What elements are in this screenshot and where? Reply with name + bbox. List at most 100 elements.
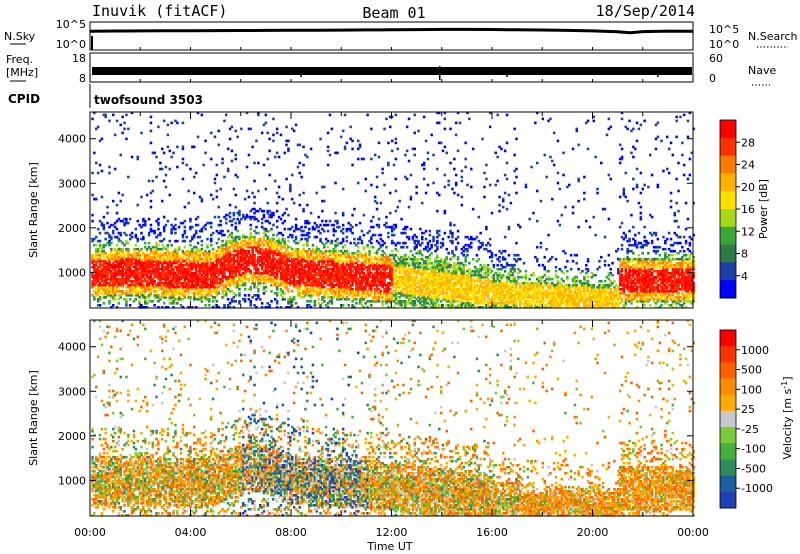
heatmap-cell (181, 290, 185, 293)
heatmap-cell (268, 251, 271, 255)
heatmap-cell (136, 281, 139, 285)
heatmap-cell (404, 225, 407, 229)
heatmap-cell (417, 300, 420, 303)
heatmap-cell (104, 231, 107, 235)
heatmap-cell (266, 253, 269, 257)
heatmap-cell (247, 257, 251, 261)
heatmap-cell (147, 245, 151, 249)
heatmap-cell (232, 292, 236, 295)
heatmap-cell (323, 281, 326, 285)
heatmap-cell (398, 285, 401, 289)
heatmap-cell (454, 281, 458, 285)
heatmap-cell (211, 290, 215, 293)
heatmap-cell (266, 157, 269, 161)
heatmap-cell (257, 269, 260, 273)
heatmap-cell (439, 281, 443, 285)
heatmap-cell (326, 263, 330, 267)
heatmap-cell (451, 298, 454, 301)
heatmap-cell (268, 137, 271, 141)
heatmap-cell (253, 253, 256, 257)
heatmap-cell (317, 261, 320, 265)
heatmap-cell (415, 185, 418, 189)
heatmap-cell (121, 115, 124, 119)
heatmap-cell (149, 115, 153, 119)
heatmap-cell (162, 281, 166, 285)
heatmap-cell (323, 300, 326, 303)
heatmap-cell (405, 285, 409, 289)
heatmap-cell (330, 300, 334, 303)
heatmap-cell (196, 249, 200, 253)
heatmap-cell (430, 279, 433, 283)
heatmap-cell (157, 269, 160, 273)
heatmap-cell (232, 279, 236, 283)
heatmap-cell (353, 251, 356, 255)
heatmap-cell (407, 277, 411, 281)
heatmap-cell (264, 281, 268, 285)
heatmap-cell (360, 269, 364, 273)
heatmap-cell (119, 233, 122, 237)
heatmap-cell (151, 251, 155, 255)
heatmap-cell (115, 306, 119, 309)
heatmap-cell (298, 277, 301, 281)
heatmap-cell (300, 271, 303, 275)
heatmap-cell (193, 275, 196, 279)
heatmap-cell (191, 225, 194, 229)
heatmap-cell (300, 257, 303, 261)
heatmap-cell (240, 257, 243, 261)
heatmap-cell (421, 235, 424, 239)
heatmap-cell (366, 271, 369, 275)
heatmap-cell (436, 294, 439, 297)
heatmap-cell (132, 271, 136, 275)
heatmap-cell (438, 141, 441, 145)
heatmap-cell (98, 275, 102, 279)
heatmap-cell (177, 253, 181, 257)
heatmap-cell (168, 257, 171, 261)
heatmap-cell (217, 143, 220, 147)
heatmap-cell (149, 265, 153, 269)
heatmap-cell (223, 275, 226, 279)
heatmap-cell (172, 294, 175, 297)
heatmap-cell (202, 263, 205, 267)
heatmap-cell (279, 241, 283, 245)
heatmap-cell (108, 261, 111, 265)
heatmap-cell (232, 306, 236, 309)
heatmap-cell (147, 217, 151, 221)
heatmap-cell (172, 257, 175, 261)
heatmap-cell (379, 290, 383, 293)
heatmap-cell (330, 298, 334, 301)
heatmap-cell (151, 300, 155, 303)
heatmap-cell (198, 283, 202, 287)
heatmap-cell (313, 300, 317, 303)
heatmap-cell (155, 241, 158, 245)
heatmap-cell (326, 257, 330, 261)
heatmap-cell (144, 296, 147, 299)
heatmap-cell (407, 263, 411, 267)
heatmap-cell (315, 294, 318, 297)
heatmap-cell (351, 292, 354, 295)
heatmap-cell (102, 273, 106, 277)
heatmap-cell (226, 255, 230, 259)
heatmap-cell (193, 175, 196, 179)
heatmap-cell (157, 271, 160, 275)
heatmap-cell (98, 163, 102, 167)
heatmap-cell (138, 292, 141, 295)
heatmap-cell (405, 279, 409, 283)
heatmap-cell (144, 298, 147, 301)
heatmap-cell (411, 288, 415, 291)
heatmap-cell (438, 271, 441, 275)
heatmap-cell (238, 271, 241, 275)
heatmap-cell (291, 279, 294, 283)
heatmap-cell (268, 269, 271, 273)
heatmap-cell (232, 257, 236, 261)
heatmap-cell (300, 255, 303, 259)
heatmap-cell (373, 273, 377, 277)
heatmap-cell (204, 281, 207, 285)
heatmap-cell (112, 257, 115, 261)
heatmap-cell (155, 245, 158, 249)
heatmap-cell (238, 237, 241, 241)
heatmap-cell (319, 257, 322, 261)
heatmap-cell (379, 296, 383, 299)
heatmap-cell (151, 261, 155, 265)
heatmap-cell (185, 283, 188, 287)
heatmap-cell (436, 298, 439, 301)
